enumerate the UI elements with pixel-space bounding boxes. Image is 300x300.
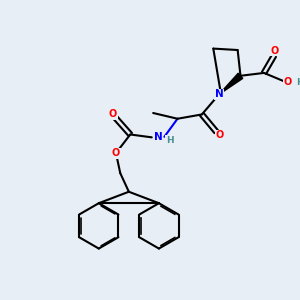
Text: O: O: [112, 148, 120, 158]
Text: O: O: [270, 46, 279, 56]
Text: O: O: [109, 110, 117, 119]
Text: N: N: [215, 89, 224, 99]
Text: O: O: [284, 77, 292, 87]
Text: O: O: [215, 130, 224, 140]
Text: N: N: [154, 132, 162, 142]
Text: H: H: [166, 136, 173, 145]
Text: H: H: [296, 78, 300, 87]
Polygon shape: [219, 73, 243, 94]
